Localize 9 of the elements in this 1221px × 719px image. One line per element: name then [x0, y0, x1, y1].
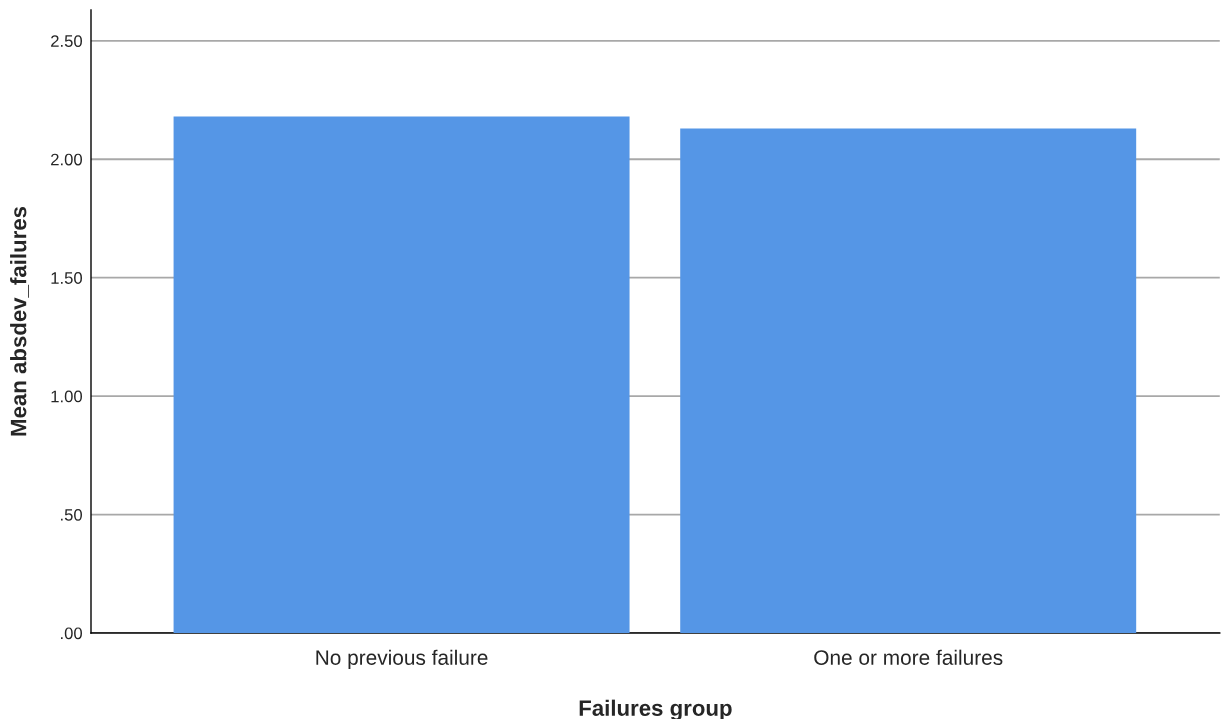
y-axis-title: Mean absdev_failures [10, 206, 29, 436]
y-tick-label: 1.00 [51, 390, 83, 403]
y-tick-label: 2.00 [51, 153, 83, 166]
y-tick-label: .00 [61, 627, 83, 640]
y-tick-label: .50 [61, 508, 83, 521]
x-tick-label: One or more failures [814, 649, 1003, 665]
y-tick-label: 2.50 [51, 35, 83, 47]
x-tick-label: No previous failure [316, 649, 488, 670]
y-tick-label: 1.50 [51, 272, 83, 284]
